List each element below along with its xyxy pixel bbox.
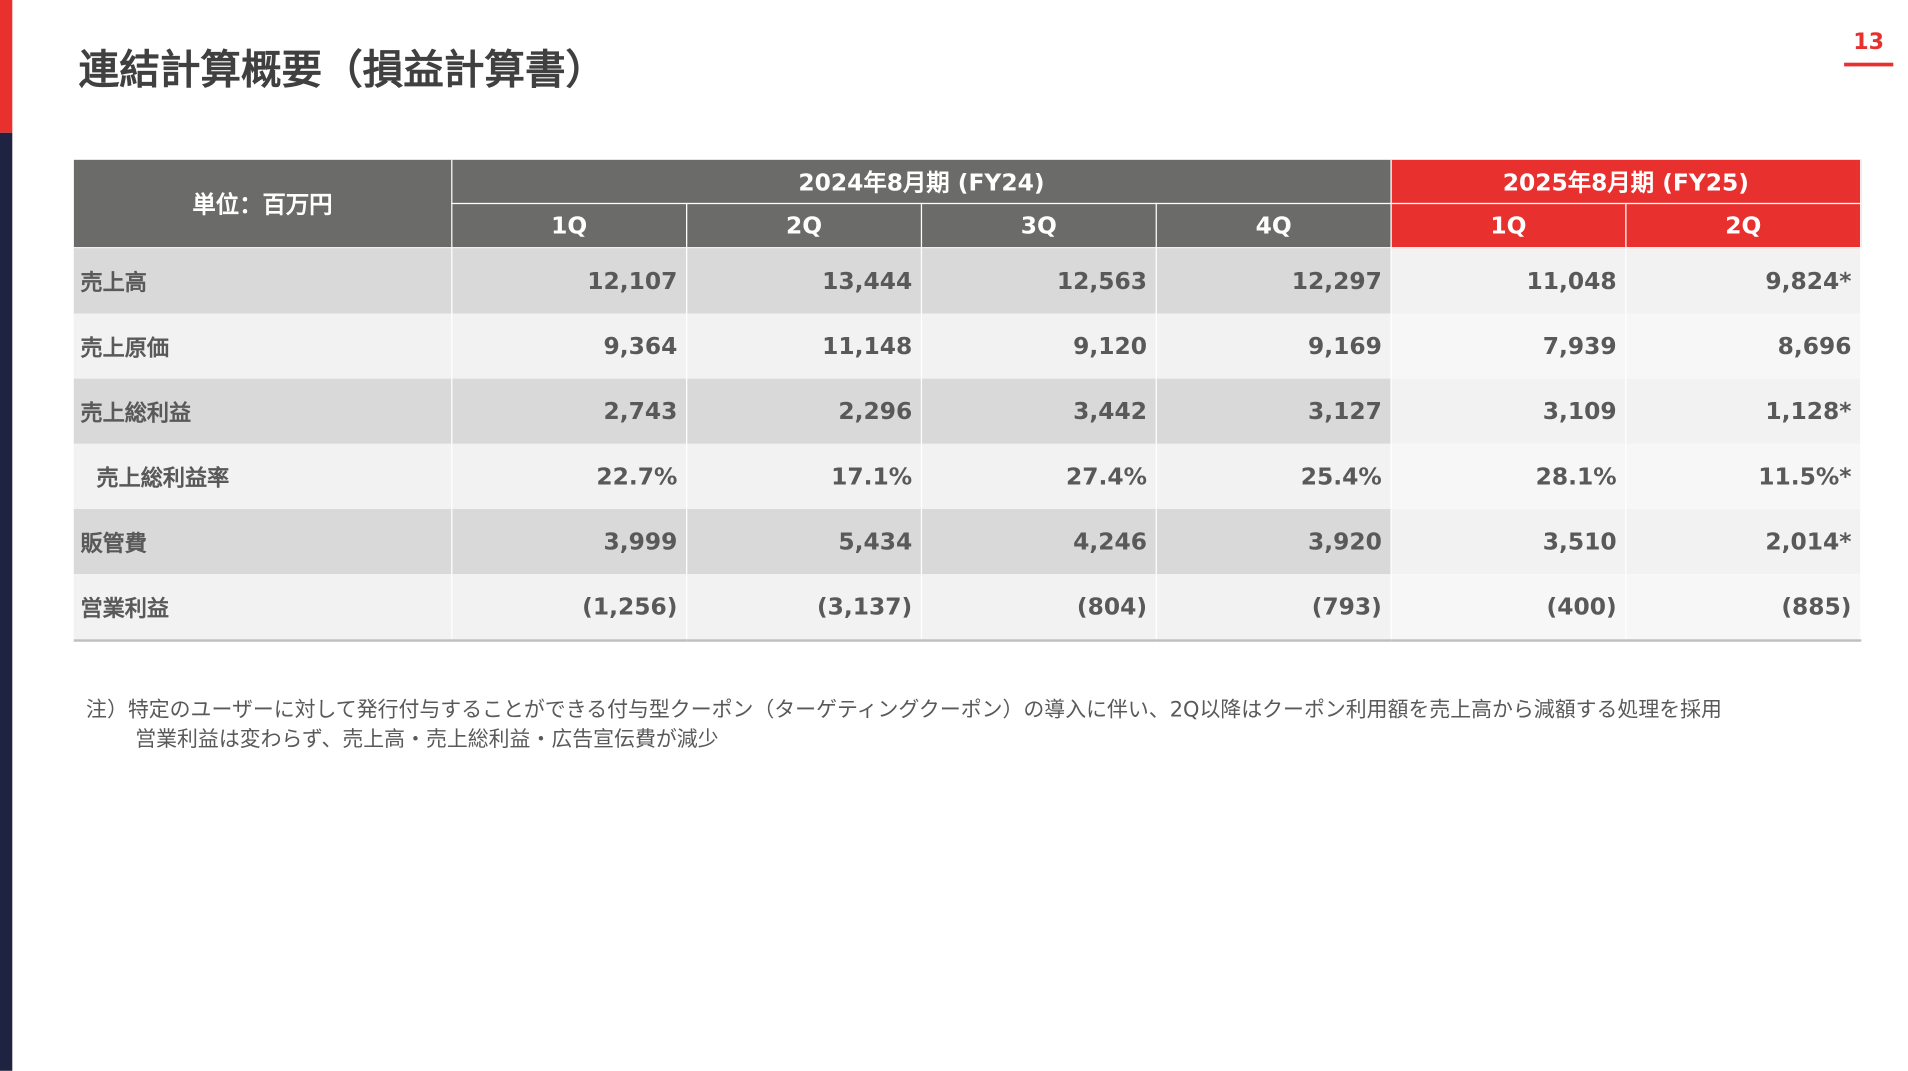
- note-line: 営業利益は変わらず、売上高・売上総利益・広告宣伝費が減少: [135, 727, 719, 753]
- cell-value: 27.4%: [921, 443, 1157, 509]
- cell-value: 9,824*: [1625, 247, 1862, 314]
- cell-value: 12,297: [1156, 247, 1392, 314]
- table-row: 売上高 12,107 13,444 12,563 12,297 11,048 9,824*: [73, 247, 1862, 314]
- cell-value: 11,148: [686, 313, 923, 379]
- quarter-header: 2Q: [686, 203, 923, 249]
- cell-value: 11.5%*: [1625, 443, 1862, 509]
- cell-value: 12,563: [921, 247, 1157, 314]
- row-label: 売上高: [73, 247, 453, 314]
- note-line: 注）特定のユーザーに対して発行付与することができる付与型クーポン（ターゲティング…: [86, 698, 1722, 723]
- table-row: 売上総利益 2,743 2,296 3,442 3,127 3,109 1,128*: [73, 378, 1862, 444]
- cell-value: 3,127: [1156, 378, 1392, 444]
- cell-value: 25.4%: [1156, 443, 1392, 509]
- page-number: 13: [1853, 29, 1885, 56]
- title: 連結計算概要（損益計算書）: [78, 45, 607, 94]
- table-body: 売上高 12,107 13,444 12,563 12,297 11,048 9,824* 売…: [73, 247, 1862, 642]
- header-row: 1Q 2Q 3Q 4Q 1Q 2Q: [73, 203, 1862, 249]
- cell-value: 3,109: [1391, 378, 1627, 444]
- quarter-header: 2Q: [1625, 203, 1862, 249]
- cell-value: (3,137): [686, 574, 923, 642]
- table-row: 販管費 3,999 5,434 4,246 3,920 3,510 2,014*: [73, 508, 1862, 575]
- table-row: 売上総利益率 22.7% 17.1% 27.4% 25.4% 28.1% 11.5%*: [73, 443, 1862, 509]
- cell-value: (885): [1625, 574, 1862, 642]
- quarter-header: 1Q: [451, 203, 688, 249]
- cell-value: 2,743: [451, 378, 688, 444]
- cell-value: 8,696: [1625, 313, 1862, 379]
- row-label: 営業利益: [73, 574, 453, 642]
- cell-value: 3,920: [1156, 508, 1392, 575]
- period-header: 2025年8月期 (FY25): [1390, 159, 1862, 205]
- notes: 注）特定のユーザーに対して発行付与することができる付与型クーポン（ターゲティング…: [86, 696, 1722, 755]
- cell-value: 2,296: [686, 378, 923, 444]
- cell-value: 9,364: [451, 313, 688, 379]
- cell-value: 7,939: [1391, 313, 1627, 379]
- row-label: 売上原価: [73, 313, 453, 379]
- cell-value: 17.1%: [686, 443, 923, 509]
- cell-value: 3,442: [921, 378, 1157, 444]
- period-header: 2024年8月期 (FY24): [451, 159, 1392, 205]
- cell-value: (793): [1156, 574, 1392, 642]
- quarter-header: 1Q: [1390, 203, 1627, 249]
- row-label: 販管費: [73, 508, 453, 575]
- accent-bar: [0, 0, 13, 133]
- income-table: 単位：百万円 2024年8月期 (FY24) 2025年8月期 (FY25) 1Q 2Q…: [72, 159, 1862, 642]
- table-row: 売上原価 9,364 11,148 9,120 9,169 7,939 8,696: [73, 313, 1862, 379]
- cell-value: 12,107: [451, 247, 688, 314]
- quarter-header: 4Q: [1155, 203, 1392, 249]
- table-row: 営業利益 (1,256) (3,137) (804) (793) (400) (885): [73, 574, 1862, 642]
- cell-value: 9,120: [921, 313, 1157, 379]
- cell-value: 9,169: [1156, 313, 1392, 379]
- row-label: 売上総利益率: [73, 443, 453, 509]
- quarter-header: 3Q: [920, 203, 1157, 249]
- cell-value: 1,128*: [1625, 378, 1862, 444]
- cell-value: 5,434: [686, 508, 923, 575]
- unit-label: 単位：百万円: [72, 159, 453, 249]
- cell-value: (804): [921, 574, 1157, 642]
- cell-value: 2,014*: [1625, 508, 1862, 575]
- cell-value: 13,444: [686, 247, 923, 314]
- table-head: 単位：百万円 2024年8月期 (FY24) 2025年8月期 (FY25) 1Q 2Q…: [72, 159, 1862, 249]
- side-bar: [0, 132, 13, 1071]
- cell-value: 4,246: [921, 508, 1157, 575]
- cell-value: 3,510: [1391, 508, 1627, 575]
- cell-value: 11,048: [1391, 247, 1627, 314]
- cell-value: 28.1%: [1391, 443, 1627, 509]
- cell-value: (1,256): [451, 574, 688, 642]
- row-label: 売上総利益: [73, 378, 453, 444]
- cell-value: 22.7%: [451, 443, 688, 509]
- header-row: 単位：百万円 2024年8月期 (FY24) 2025年8月期 (FY25): [72, 159, 1862, 249]
- cell-value: 3,999: [451, 508, 688, 575]
- cell-value: (400): [1391, 574, 1627, 642]
- page-underline: [1844, 62, 1894, 67]
